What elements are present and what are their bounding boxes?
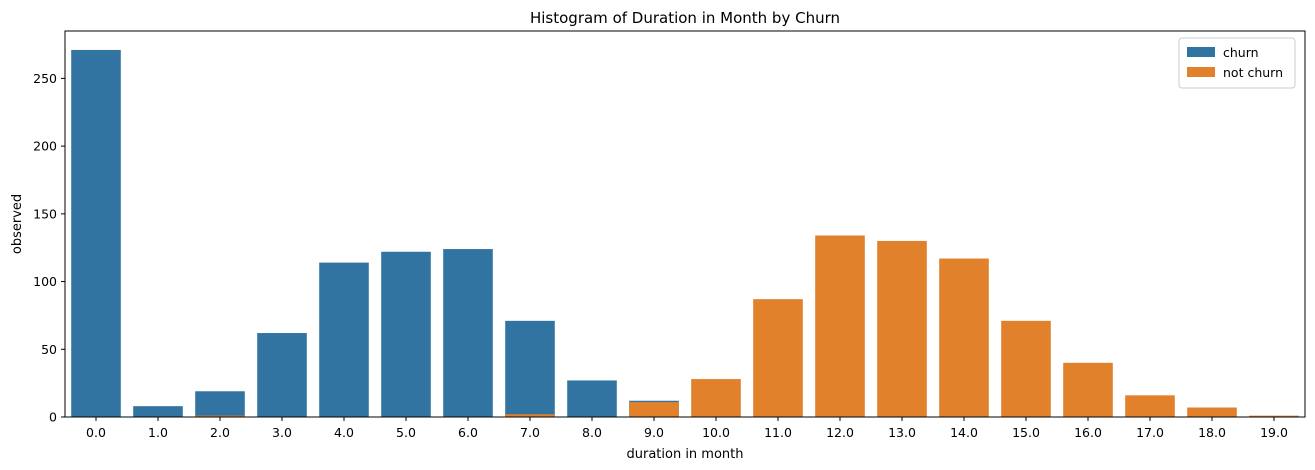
x-tick-label: 11.0	[764, 425, 792, 440]
legend-swatch-not-churn	[1187, 67, 1215, 77]
y-tick-label: 200	[33, 139, 57, 154]
x-tick-label: 1.0	[148, 425, 168, 440]
x-tick-label: 12.0	[826, 425, 854, 440]
y-tick-label: 50	[41, 342, 57, 357]
bar-not-churn-14.0	[939, 258, 989, 417]
bar-not-churn-12.0	[815, 235, 865, 417]
x-tick-label: 18.0	[1198, 425, 1226, 440]
x-tick-label: 16.0	[1074, 425, 1102, 440]
x-tick-label: 14.0	[950, 425, 978, 440]
x-tick-label: 19.0	[1260, 425, 1288, 440]
bar-churn-0.0	[71, 49, 121, 418]
y-tick-label: 150	[33, 206, 57, 221]
chart-title: Histogram of Duration in Month by Churn	[530, 9, 840, 27]
bar-not-churn-9.0	[629, 402, 679, 417]
legend-label-not-churn: not churn	[1223, 65, 1283, 80]
y-tick-label: 100	[33, 274, 57, 289]
legend-label-churn: churn	[1223, 45, 1259, 60]
y-tick-label: 250	[33, 71, 57, 86]
bar-churn-3.0	[257, 333, 307, 417]
bar-not-churn-7.0	[505, 414, 555, 417]
bar-not-churn-13.0	[877, 240, 927, 417]
x-tick-label: 13.0	[888, 425, 916, 440]
x-tick-label: 7.0	[520, 425, 540, 440]
bar-not-churn-10.0	[691, 379, 741, 417]
bar-not-churn-15.0	[1001, 320, 1051, 417]
y-axis-label: observed	[10, 194, 25, 254]
bar-churn-7.0	[505, 320, 555, 417]
plot-area: 0.0 1.0 2.0 3.0 4.0 5.0 6.0 7.0 8.0 9.0 10.0 11.0 12…	[33, 49, 1299, 440]
x-tick-label: 6.0	[458, 425, 478, 440]
bar-not-churn-16.0	[1063, 362, 1113, 417]
x-tick-label: 10.0	[702, 425, 730, 440]
legend: churn not churn	[1178, 37, 1296, 89]
y-tick-label: 0	[49, 410, 57, 425]
bar-not-churn-18.0	[1187, 407, 1237, 417]
x-tick-label: 0.0	[86, 425, 106, 440]
x-tick-label: 2.0	[210, 425, 230, 440]
bar-not-churn-19.0	[1249, 415, 1299, 417]
bar-churn-1.0	[133, 406, 183, 417]
x-tick-label: 8.0	[582, 425, 602, 440]
x-tick-label: 17.0	[1136, 425, 1164, 440]
bar-churn-2.0	[195, 391, 245, 417]
x-tick-label: 3.0	[272, 425, 292, 440]
plot-frame	[64, 30, 1306, 418]
x-axis-label: duration in month	[626, 447, 743, 462]
bar-not-churn-2.0	[195, 415, 245, 417]
bar-churn-6.0	[443, 249, 493, 417]
bar-churn-8.0	[567, 380, 617, 417]
x-tick-label: 15.0	[1012, 425, 1040, 440]
bar-not-churn-17.0	[1125, 395, 1175, 417]
x-tick-label: 4.0	[334, 425, 354, 440]
bar-churn-5.0	[381, 251, 431, 417]
legend-swatch-churn	[1187, 47, 1215, 57]
bar-churn-4.0	[319, 262, 369, 417]
x-tick-label: 5.0	[396, 425, 416, 440]
bar-not-churn-11.0	[753, 299, 803, 417]
x-tick-label: 9.0	[644, 425, 664, 440]
